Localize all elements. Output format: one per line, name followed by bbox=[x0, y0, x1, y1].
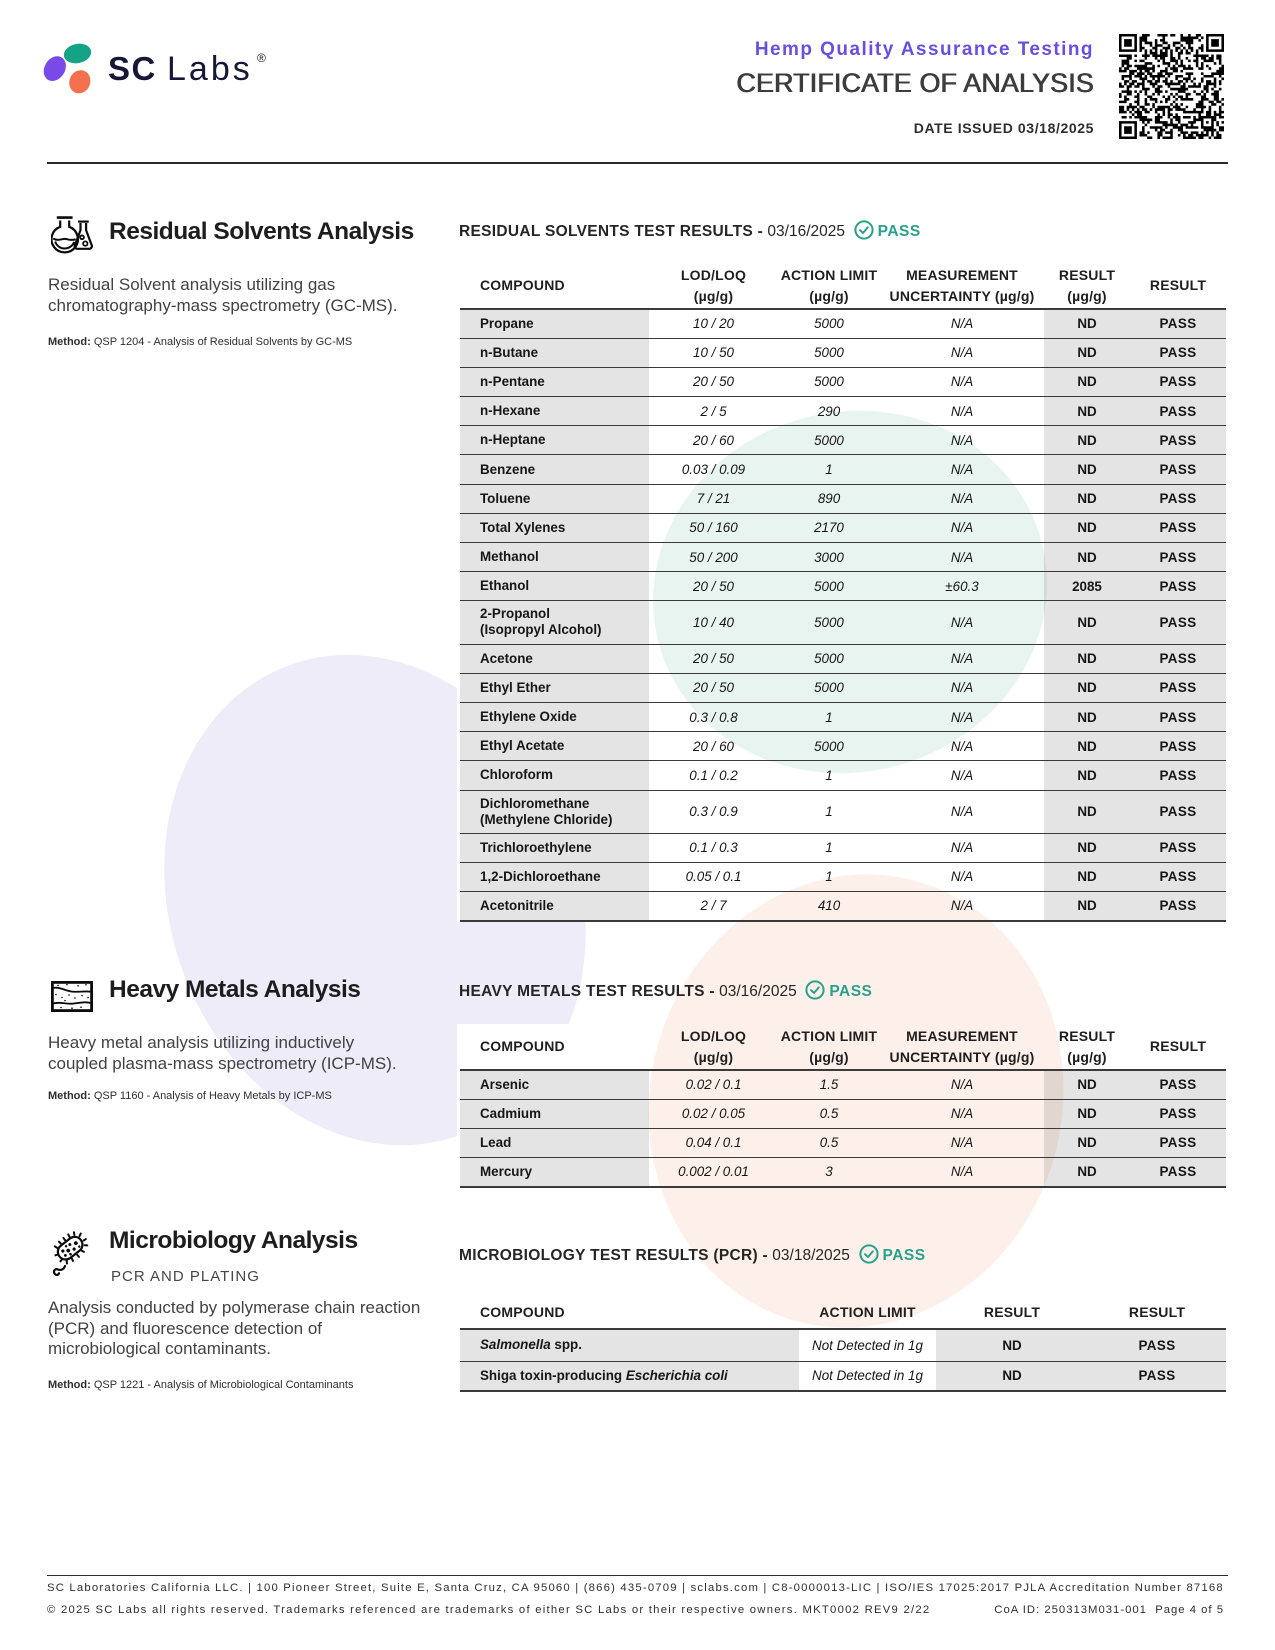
svg-text:Labs: Labs bbox=[167, 50, 253, 88]
svg-text:®: ® bbox=[257, 51, 266, 65]
svg-text:SC: SC bbox=[108, 50, 157, 87]
